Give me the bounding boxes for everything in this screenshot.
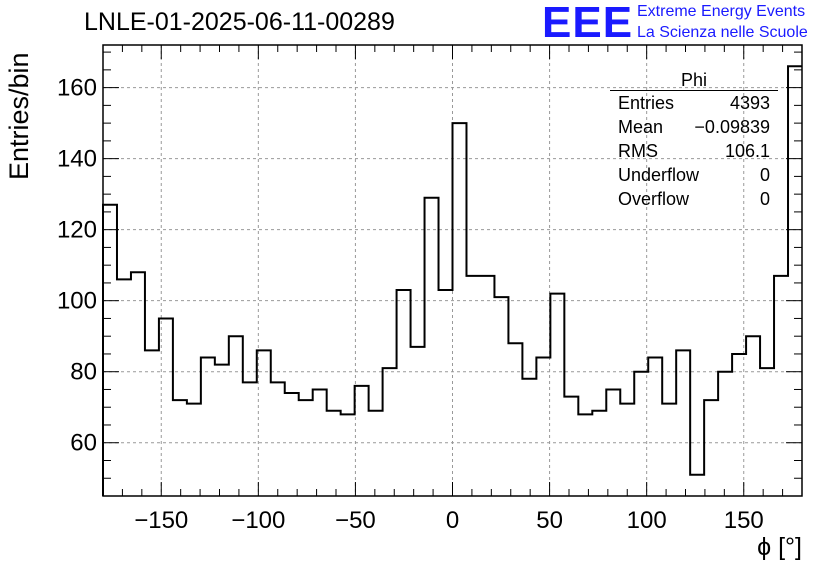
stats-value: 0: [759, 165, 770, 185]
stats-value: 0: [759, 189, 770, 209]
stats-label: Entries: [618, 93, 675, 113]
y-tick-label: 160: [57, 75, 97, 102]
plot-frame: [102, 44, 803, 497]
y-tick-label: 80: [70, 359, 97, 386]
logo-line-2: La Scienza nelle Scuole: [637, 24, 808, 41]
axis-ticks: [103, 45, 802, 496]
stats-row-entries: Entries 4393: [610, 91, 778, 115]
y-tick-label: 140: [57, 146, 97, 173]
x-tick-label: 0: [446, 507, 459, 534]
eee-logo: EEE: [542, 0, 634, 47]
y-tick-label: 60: [70, 430, 97, 457]
x-tick-label: 150: [724, 507, 764, 534]
stats-row-underflow: Underflow 0: [610, 163, 778, 187]
stats-label: Overflow: [618, 189, 690, 209]
stats-row-mean: Mean −0.09839: [610, 115, 778, 139]
stats-value: −0.09839: [694, 117, 770, 137]
stats-row-rms: RMS 106.1: [610, 139, 778, 163]
x-tick-label: −100: [231, 507, 285, 534]
histogram-step-line: [102, 65, 802, 496]
x-axis-label: ϕ [°]: [757, 533, 802, 561]
x-tick-label: −50: [335, 507, 376, 534]
stats-box: Phi Entries 4393 Mean −0.09839 RMS 106.1…: [610, 70, 778, 211]
stats-value: 106.1: [724, 141, 770, 161]
stats-value: 4393: [729, 93, 770, 113]
stats-label: Underflow: [618, 165, 700, 185]
x-tick-label: 100: [627, 507, 667, 534]
y-tick-label: 100: [57, 288, 97, 315]
stats-row-overflow: Overflow 0: [610, 187, 778, 211]
logo-line-1: Extreme Energy Events: [637, 3, 806, 20]
x-tick-label: 50: [536, 507, 563, 534]
stats-label: Mean: [618, 117, 664, 137]
y-axis-label: Entries/bin: [4, 52, 34, 180]
stats-title: Phi: [610, 70, 778, 91]
x-tick-label: −150: [134, 507, 188, 534]
stats-label: RMS: [618, 141, 658, 161]
tick-labels: −150 −100 −50 0 50 100 150 60 80 100 120 140 160: [57, 75, 764, 534]
y-tick-label: 120: [57, 217, 97, 244]
chart-title: LNLE-01-2025-06-11-00289: [84, 8, 395, 36]
